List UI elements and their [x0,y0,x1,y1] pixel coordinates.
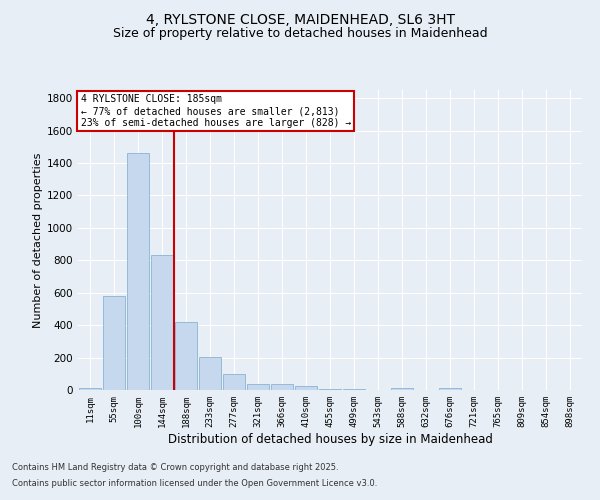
Bar [223,374,245,390]
Bar [103,296,125,390]
Text: Contains HM Land Registry data © Crown copyright and database right 2025.: Contains HM Land Registry data © Crown c… [12,464,338,472]
Text: Contains public sector information licensed under the Open Government Licence v3: Contains public sector information licen… [12,478,377,488]
Y-axis label: Number of detached properties: Number of detached properties [33,152,43,328]
Bar [79,388,101,390]
Bar [319,389,341,390]
Text: 4, RYLSTONE CLOSE, MAIDENHEAD, SL6 3HT: 4, RYLSTONE CLOSE, MAIDENHEAD, SL6 3HT [146,12,455,26]
Bar [247,384,269,390]
Bar [439,388,461,390]
Bar [151,256,173,390]
Bar [199,357,221,390]
Bar [271,384,293,390]
Bar [295,386,317,390]
X-axis label: Distribution of detached houses by size in Maidenhead: Distribution of detached houses by size … [167,432,493,446]
Bar [127,153,149,390]
Text: Size of property relative to detached houses in Maidenhead: Size of property relative to detached ho… [113,28,487,40]
Bar [391,388,413,390]
Text: 4 RYLSTONE CLOSE: 185sqm
← 77% of detached houses are smaller (2,813)
23% of sem: 4 RYLSTONE CLOSE: 185sqm ← 77% of detach… [80,94,351,128]
Bar [175,322,197,390]
Bar [343,389,365,390]
